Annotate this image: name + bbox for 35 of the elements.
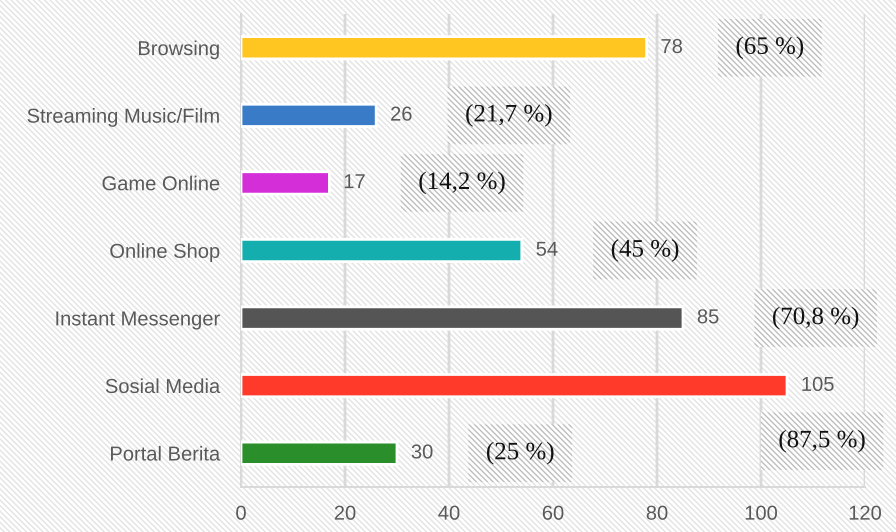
y-tick-label: Portal Berita bbox=[111, 446, 220, 461]
bar bbox=[241, 306, 684, 331]
data-label: 26 bbox=[391, 106, 412, 121]
y-tick-label: Browsing bbox=[138, 40, 219, 60]
y-tick-label: Game Online bbox=[102, 176, 220, 190]
x-tick-label: 120 bbox=[850, 506, 882, 520]
y-tick-label: Instant Messenger bbox=[56, 312, 220, 330]
annotation: (21,7 %) bbox=[466, 104, 552, 127]
bar bbox=[241, 170, 331, 196]
annotation: (87,5 %) bbox=[779, 430, 865, 453]
annotation: (25 %) bbox=[486, 442, 554, 465]
bar bbox=[241, 35, 648, 60]
data-label: 30 bbox=[412, 444, 432, 459]
annotation: (65 %) bbox=[736, 36, 804, 60]
x-tick-label: 60 bbox=[542, 506, 564, 520]
x-tick-label: 40 bbox=[438, 506, 460, 520]
data-label: 85 bbox=[698, 309, 718, 324]
data-label: 78 bbox=[662, 38, 682, 54]
x-tick-label: 20 bbox=[334, 506, 356, 520]
y-tick-label: Sosial Media bbox=[106, 378, 220, 394]
x-tick-label: 0 bbox=[236, 506, 246, 520]
y-tick-label: Online Shop bbox=[110, 243, 220, 262]
annotation: (70,8 %) bbox=[772, 306, 858, 330]
bar bbox=[241, 440, 398, 466]
x-tick-label: 100 bbox=[746, 506, 778, 520]
data-label: 105 bbox=[802, 376, 834, 392]
annotation: (14,2 %) bbox=[419, 172, 505, 194]
x-tick-label: 80 bbox=[646, 506, 668, 520]
y-tick-label: Streaming Music/Film bbox=[28, 108, 219, 127]
data-label: 54 bbox=[536, 242, 558, 256]
bar bbox=[241, 373, 788, 398]
bar bbox=[241, 102, 378, 128]
annotation: (45 %) bbox=[612, 239, 678, 262]
bar bbox=[241, 238, 524, 264]
data-label: 17 bbox=[344, 174, 365, 188]
